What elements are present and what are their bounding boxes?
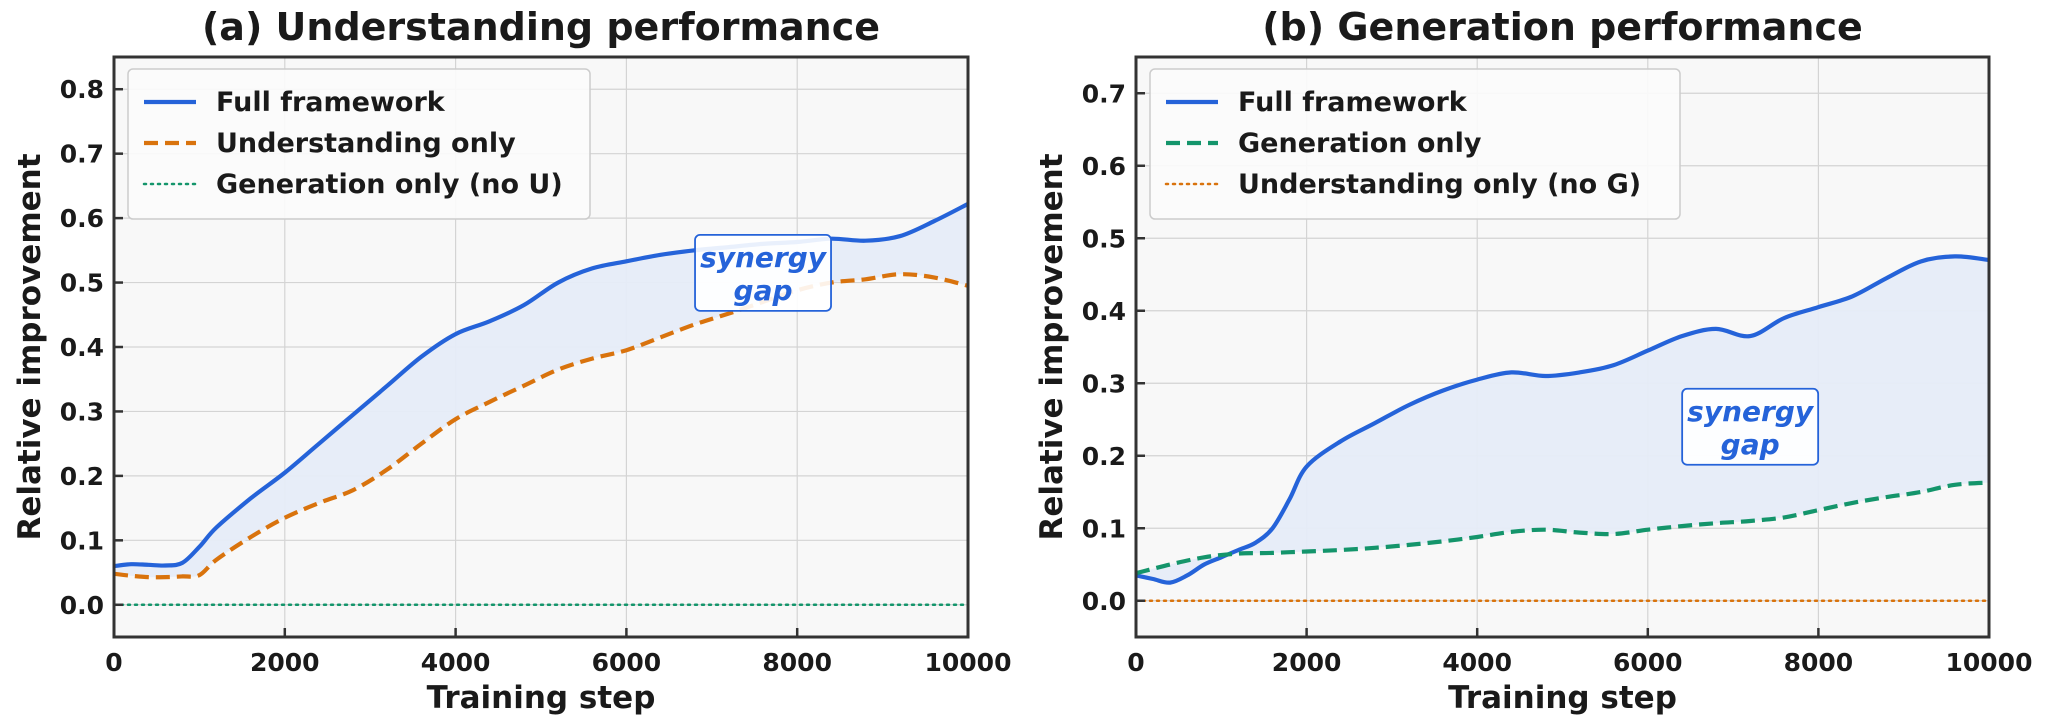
panel-a: 0 2000 4000 6000 8000 10000 0.0 0.1 0.2 0.3 0.4 0.5…	[12, 5, 1011, 716]
legend-label: Understanding only	[216, 128, 516, 159]
y-tick-label: 0.6	[60, 204, 104, 233]
legend: Full framework Generation only Understandi…	[1149, 68, 1681, 220]
y-tick-label: 0.0	[1082, 587, 1126, 616]
x-tick-label: 2000	[1272, 648, 1342, 677]
legend-frame	[1149, 68, 1681, 220]
synergy-gap-label-line2: gap	[734, 274, 793, 307]
x-tick-label: 2000	[250, 648, 320, 677]
synergy-gap-box	[1681, 387, 1820, 466]
y-axis-label: Relative improvement	[1034, 153, 1070, 540]
y-tick-label: 0.4	[60, 333, 104, 362]
x-axis-label: Training step	[427, 680, 656, 716]
series-lines	[1136, 254, 1989, 603]
x-tick-label: 0	[105, 648, 122, 677]
legend-label: Full framework	[1238, 87, 1468, 118]
y-tick-label: 0.5	[60, 269, 104, 298]
x-tick-label: 4000	[421, 648, 491, 677]
panel-title: (b) Generation performance	[1262, 5, 1863, 49]
plot-frame	[1134, 55, 1991, 639]
legend-label: Generation only (no U)	[216, 169, 563, 200]
synergy-gap-label-line1: synergy	[700, 241, 828, 274]
y-tick-label: 0.3	[60, 397, 104, 426]
panel-b: 0 2000 4000 6000 8000 10000 0.0 0.1 0.2 0.3 0.4 0.5…	[1034, 5, 2032, 716]
legend-label: Full framework	[216, 87, 446, 118]
y-tick-label: 0.7	[1082, 79, 1126, 108]
y-tick-label: 0.1	[1082, 514, 1126, 543]
legend-label: Understanding only (no G)	[1238, 169, 1641, 200]
y-tick-label: 0.6	[1082, 152, 1126, 181]
x-tick-label: 8000	[762, 648, 832, 677]
x-tick-label: 8000	[1784, 648, 1854, 677]
x-tick-label: 6000	[592, 648, 662, 677]
x-tick-label: 4000	[1442, 648, 1512, 677]
synergy-gap-area	[1136, 256, 1989, 583]
series-line-generation-only	[1136, 480, 1989, 576]
y-tick-label: 0.2	[60, 462, 104, 491]
y-tick-label: 0.0	[60, 591, 104, 620]
x-tick-label: 10000	[1946, 648, 2033, 677]
y-tick-label: 0.3	[1082, 369, 1126, 398]
synergy-gap-label-line1: synergy	[1687, 395, 1815, 428]
y-tick-label: 0.5	[1082, 224, 1126, 253]
x-tick-label: 6000	[1613, 648, 1683, 677]
panel-title: (a) Understanding performance	[202, 5, 880, 49]
x-tick-label: 0	[1127, 648, 1144, 677]
y-tick-label: 0.2	[1082, 442, 1126, 471]
legend: Full framework Understanding only Generati…	[127, 68, 591, 220]
y-tick-label: 0.4	[1082, 297, 1126, 326]
y-tick-label: 0.1	[60, 526, 104, 555]
synergy-gap-box	[694, 233, 832, 312]
legend-label: Generation only	[1238, 128, 1482, 159]
x-axis-label: Training step	[1448, 680, 1677, 716]
x-tick-label: 10000	[925, 648, 1012, 677]
legend-frame	[127, 68, 591, 220]
synergy-gap-label-line2: gap	[1721, 428, 1780, 461]
series-line-full-framework	[1136, 254, 1989, 585]
y-tick-label: 0.8	[60, 75, 104, 104]
y-axis-label: Relative improvement	[12, 153, 48, 540]
y-tick-label: 0.7	[60, 140, 104, 169]
